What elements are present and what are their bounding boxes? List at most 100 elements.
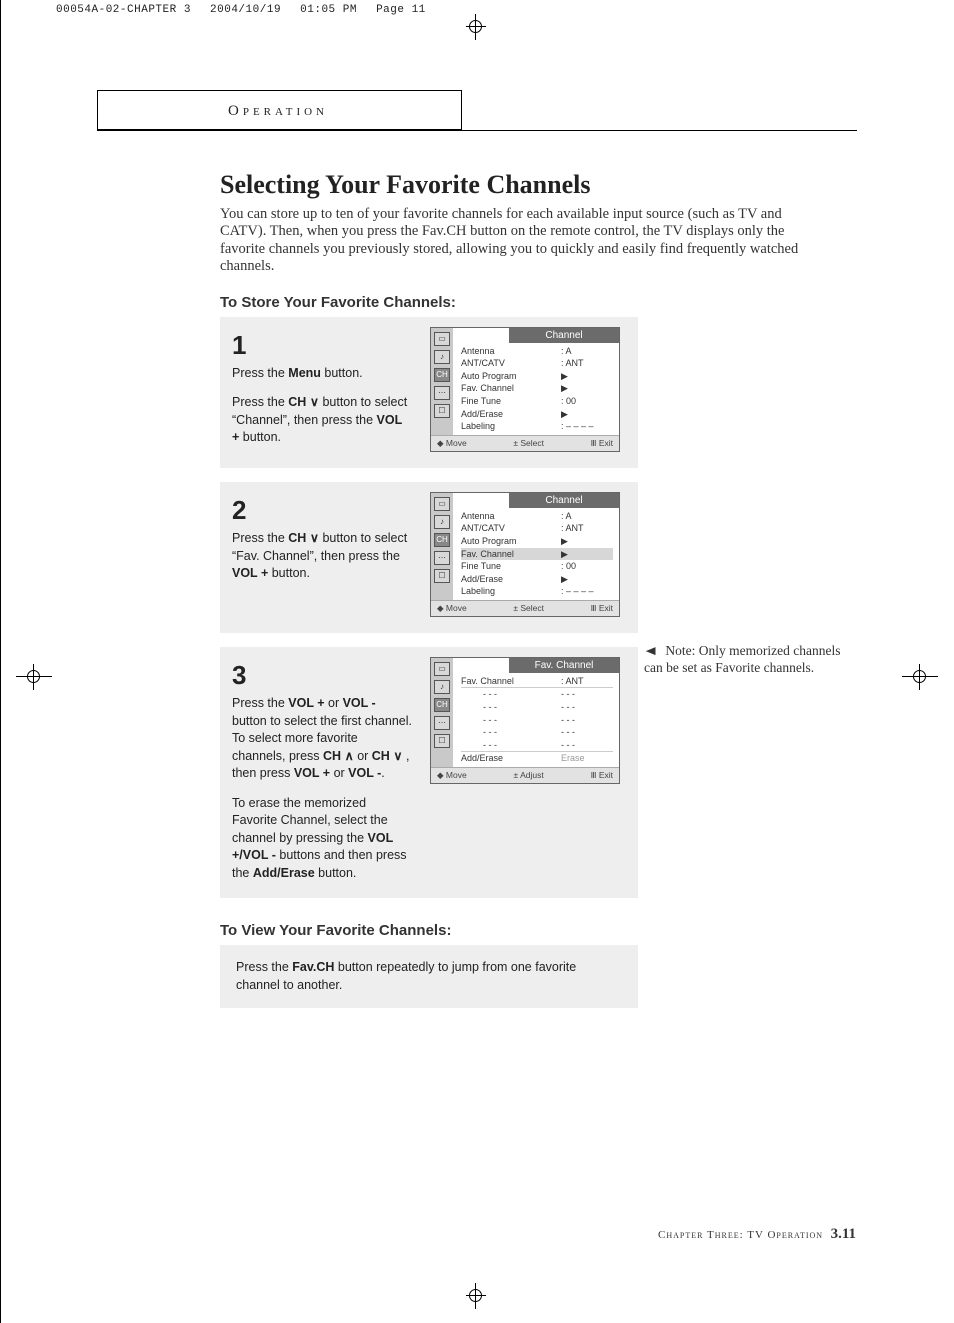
ch-label: CH bbox=[288, 395, 310, 409]
osd-menu-icon-selected: CH bbox=[434, 533, 450, 547]
osd-fav-channel-menu: ▭ ♪ CH ⋯ ☐ Fav. Channel Fav. Channel: AN… bbox=[430, 657, 620, 784]
osd-row-value: : A bbox=[561, 510, 613, 523]
osd-row-value: : 00 bbox=[561, 560, 613, 573]
osd-row-value: ▶ bbox=[561, 382, 613, 395]
step-1-block: 1 Press the Menu button. Press the CH bu… bbox=[220, 317, 638, 468]
osd-title: Channel bbox=[509, 328, 619, 343]
crop-mark-top bbox=[466, 14, 486, 40]
osd-menu-icon: ▭ bbox=[434, 662, 450, 676]
print-date: 2004/10/19 bbox=[210, 4, 281, 16]
osd-menu-icon: ♪ bbox=[434, 680, 450, 694]
osd-row-label: Add/Erase bbox=[461, 752, 561, 765]
vol-label: VOL - bbox=[343, 696, 376, 710]
osd-row-label: Auto Program bbox=[461, 370, 561, 383]
t: . bbox=[381, 766, 384, 780]
osd-menu-icon: ♪ bbox=[434, 515, 450, 529]
t: Press the bbox=[236, 960, 292, 974]
crop-mark-bottom bbox=[466, 1283, 486, 1309]
intro-paragraph: You can store up to ten of your favorite… bbox=[220, 206, 820, 276]
ch-label: CH bbox=[323, 749, 345, 763]
osd-row-label: - - - bbox=[461, 714, 561, 727]
osd-menu-icon: ▭ bbox=[434, 497, 450, 511]
t: button. bbox=[268, 566, 310, 580]
osd-foot-exit: Ⅲ Exit bbox=[591, 770, 613, 781]
osd-row-value: ▶ bbox=[561, 370, 613, 383]
t: button to select the first channel. bbox=[232, 714, 412, 728]
osd-title: Fav. Channel bbox=[509, 658, 619, 673]
vol-label: VOL + bbox=[288, 696, 324, 710]
osd-foot-exit: Ⅲ Exit bbox=[591, 438, 613, 449]
vol-label: VOL - bbox=[348, 766, 381, 780]
osd-row-value: - - - bbox=[561, 688, 613, 701]
crop-mark-left bbox=[16, 664, 52, 690]
add-erase-label: Add/Erase bbox=[253, 866, 315, 880]
osd-row-label: Add/Erase bbox=[461, 408, 561, 421]
step-1-number: 1 bbox=[232, 327, 412, 363]
osd-row-value: : ANT bbox=[561, 675, 613, 688]
t: Press the bbox=[232, 531, 288, 545]
osd-row-label: Antenna bbox=[461, 510, 561, 523]
view-subheading: To View Your Favorite Channels: bbox=[220, 922, 840, 939]
t: button. bbox=[315, 866, 357, 880]
print-page: Page 11 bbox=[376, 4, 426, 16]
osd-row-label: Labeling bbox=[461, 420, 561, 433]
step-3-number: 3 bbox=[232, 657, 412, 693]
ch-label: CH bbox=[372, 749, 394, 763]
osd-row-label: - - - bbox=[461, 739, 561, 752]
osd-menu-icon: ⋯ bbox=[434, 716, 450, 730]
osd-foot-move: ◆ Move bbox=[437, 603, 467, 614]
osd-row-label: Fav. Channel bbox=[461, 675, 561, 688]
t: or bbox=[330, 766, 348, 780]
page-title: Selecting Your Favorite Channels bbox=[220, 170, 840, 200]
osd-row-label: Add/Erase bbox=[461, 573, 561, 586]
osd-menu-icon: ▭ bbox=[434, 332, 450, 346]
osd-row-value: : A bbox=[561, 345, 613, 358]
crop-mark-right bbox=[902, 664, 938, 690]
t: button. bbox=[239, 430, 281, 444]
osd-row-label: Fav. Channel bbox=[461, 548, 561, 561]
note-body: Note: Only memorized channels can be set… bbox=[644, 643, 840, 675]
osd-row-value: Erase bbox=[561, 752, 613, 765]
menu-label: Menu bbox=[288, 366, 321, 380]
t: To erase the memorized Favorite Channel,… bbox=[232, 796, 388, 845]
osd-row-value: : ANT bbox=[561, 357, 613, 370]
t: or bbox=[325, 696, 343, 710]
osd-foot-select: ± Select bbox=[513, 603, 544, 614]
osd-row-label: - - - bbox=[461, 701, 561, 714]
osd-menu-icon-selected: CH bbox=[434, 698, 450, 712]
osd-menu-icon-selected: CH bbox=[434, 368, 450, 382]
osd-row-value: : ANT bbox=[561, 522, 613, 535]
osd-row-value: : 00 bbox=[561, 395, 613, 408]
step-3-block: ◄Note: Only memorized channels can be se… bbox=[220, 647, 638, 898]
osd-menu-icon: ⋯ bbox=[434, 386, 450, 400]
osd-row-label: ANT/CATV bbox=[461, 522, 561, 535]
osd-row-label: Labeling bbox=[461, 585, 561, 598]
step-1-text: 1 Press the Menu button. Press the CH bu… bbox=[232, 327, 412, 447]
osd-foot-move: ◆ Move bbox=[437, 438, 467, 449]
osd-menu-icon: ☐ bbox=[434, 404, 450, 418]
vol-label: VOL + bbox=[232, 566, 268, 580]
osd-row-value: - - - bbox=[561, 714, 613, 727]
osd-row-value: ▶ bbox=[561, 408, 613, 421]
osd-row-label: Antenna bbox=[461, 345, 561, 358]
osd-row-value: - - - bbox=[561, 701, 613, 714]
osd-channel-menu-2: ▭ ♪ CH ⋯ ☐ Channel Antenna: A ANT/CATV: … bbox=[430, 492, 620, 617]
osd-row-label: Auto Program bbox=[461, 535, 561, 548]
t: Press the bbox=[232, 696, 288, 710]
print-doc: 00054A-02-CHAPTER 3 bbox=[56, 4, 191, 16]
ch-label: CH bbox=[288, 531, 310, 545]
step-3-text: 3 Press the VOL + or VOL - button to sel… bbox=[232, 657, 412, 882]
triangle-left-icon: ◄ bbox=[643, 643, 659, 660]
t: Press the bbox=[232, 366, 288, 380]
osd-row-value: ▶ bbox=[561, 535, 613, 548]
osd-title: Channel bbox=[509, 493, 619, 508]
osd-row-label: Fine Tune bbox=[461, 560, 561, 573]
osd-row-label: Fav. Channel bbox=[461, 382, 561, 395]
osd-row-label: - - - bbox=[461, 688, 561, 701]
section-tab-label: Operation bbox=[228, 103, 328, 120]
chevron-down-icon bbox=[310, 395, 319, 409]
osd-row-value: ▶ bbox=[561, 573, 613, 586]
osd-row-value: - - - bbox=[561, 739, 613, 752]
step-2-block: 2 Press the CH button to select “Fav. Ch… bbox=[220, 482, 638, 633]
t: button. bbox=[321, 366, 363, 380]
